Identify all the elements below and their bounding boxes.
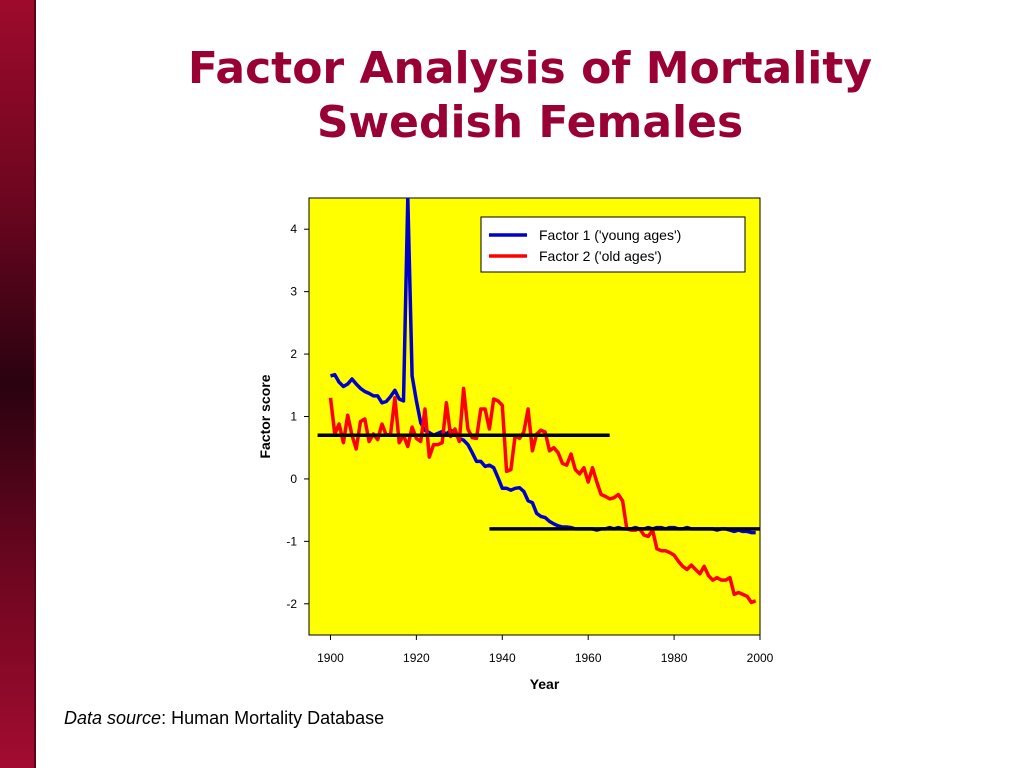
legend-label-2: Factor 2 ('old ages') [539, 248, 662, 264]
legend-box [480, 216, 746, 273]
slide-title: Factor Analysis of Mortality Swedish Fem… [36, 42, 1024, 150]
data-source-note: Data source: Human Mortality Database [64, 708, 384, 729]
x-tick-label: 1960 [575, 651, 602, 665]
sidebar-decoration [0, 0, 36, 768]
x-tick-label: 2000 [747, 651, 774, 665]
legend-label-1: Factor 1 ('young ages') [539, 227, 681, 243]
sidebar-edge [34, 0, 36, 768]
x-tick-label: 1920 [403, 651, 430, 665]
x-axis-title: Year [530, 676, 560, 692]
data-source-label: Data source [64, 708, 162, 728]
y-tick-label: 3 [290, 285, 297, 299]
x-tick-label: 1940 [489, 651, 516, 665]
y-axis-title: Factor score [257, 374, 273, 458]
x-tick-label: 1980 [661, 651, 688, 665]
y-tick-label: 0 [290, 472, 297, 486]
data-source-text: : Human Mortality Database [161, 708, 385, 728]
series-line-2 [328, 386, 757, 605]
title-line-1: Factor Analysis of Mortality [187, 43, 873, 94]
y-tick-label: 1 [290, 410, 297, 424]
x-tick-label: 1900 [317, 651, 344, 665]
y-tick-label: -2 [286, 597, 297, 611]
y-tick-label: -1 [286, 534, 297, 548]
y-tick-label: 4 [290, 222, 297, 236]
title-line-2: Swedish Females [316, 97, 744, 148]
y-tick-label: 2 [290, 347, 297, 361]
